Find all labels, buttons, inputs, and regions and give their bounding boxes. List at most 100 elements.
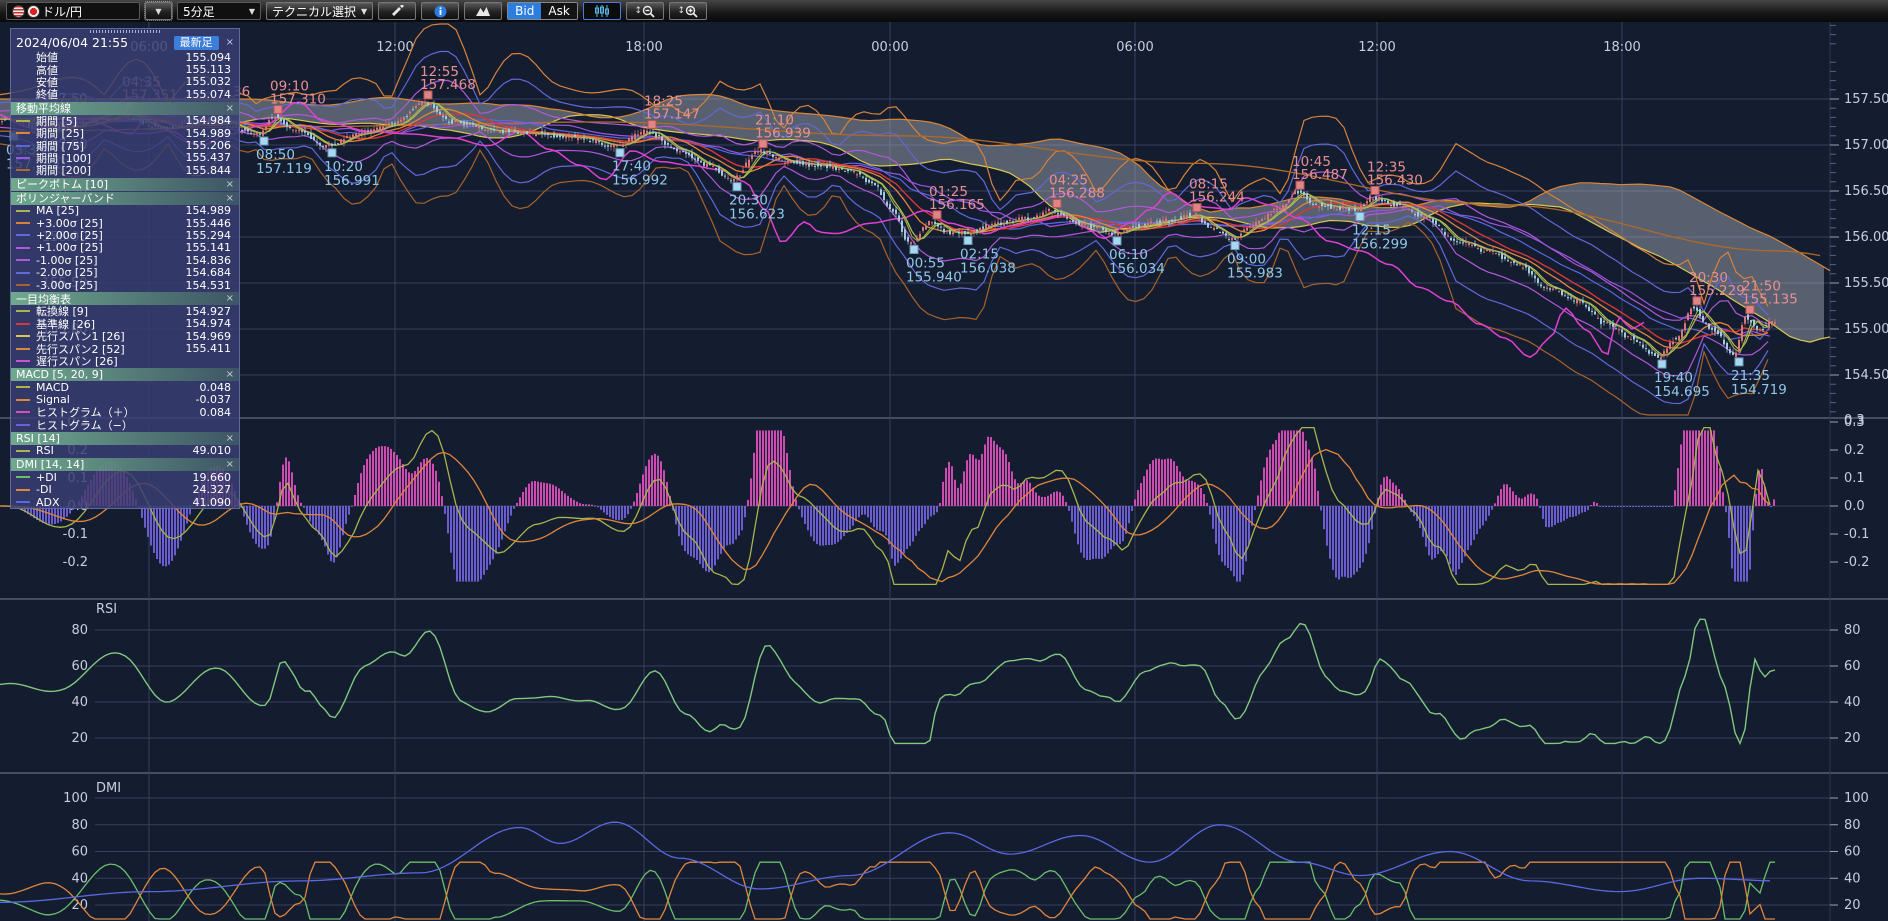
line-color-swatch: [16, 132, 30, 135]
price-axis-label: 155.00: [1844, 322, 1888, 337]
bottom-marker: [615, 148, 625, 158]
section-header: ボリンジャーバンド ×: [11, 191, 239, 206]
indicator-label: Signal: [36, 393, 70, 407]
zoom-in-button[interactable]: ↕: [668, 2, 707, 20]
indicator-value: 155.446: [185, 216, 232, 230]
indicator-row: +3.00σ [25] 155.446: [11, 216, 239, 230]
section-title: ピークボトム [10]: [16, 178, 109, 192]
bottom-time-label: 08:50: [256, 147, 295, 163]
peak-price-label: 156.244: [1189, 190, 1245, 206]
dmi-axis-label: 60: [1844, 845, 1861, 860]
bottom-price-label: 156.623: [729, 207, 785, 223]
peak-marker: [1692, 296, 1702, 306]
bottom-time-label: 02:15: [960, 247, 999, 263]
peak-marker: [1052, 199, 1062, 209]
bollinger-plus2-line: [0, 50, 1769, 316]
bollinger-plus3-line: [0, 23, 1769, 307]
indicator-row: 期間 [5] 154.984: [11, 114, 239, 128]
indicator-row: Signal -0.037: [11, 393, 239, 407]
pair-dropdown-button[interactable]: ▼: [144, 1, 173, 21]
indicator-row: -2.00σ [25] 154.684: [11, 266, 239, 279]
bid-button[interactable]: Bid: [508, 3, 542, 19]
peak-price-label: 157.310: [270, 91, 326, 107]
peak-marker: [758, 139, 768, 149]
close-icon[interactable]: ×: [225, 293, 234, 305]
svg-text:-0.2: -0.2: [63, 555, 88, 570]
peak-price-label: 156.430: [1367, 172, 1423, 188]
close-icon[interactable]: ×: [225, 102, 234, 114]
price-axis-label: 157.50: [1844, 92, 1888, 107]
technical-select-button[interactable]: テクニカル選択 ▼: [266, 2, 374, 20]
panel-drag-handle[interactable]: [11, 29, 239, 34]
dmi-axis-label: 80: [1844, 818, 1861, 833]
indicator-row: ADX 41.090: [11, 496, 239, 509]
indicator-panel[interactable]: 2024/06/04 21:55 最新足 × 始値 155.094 高値 155.11…: [10, 28, 240, 510]
rsi-axis-label: 40: [1844, 695, 1861, 710]
draw-tool-button[interactable]: [378, 2, 417, 20]
close-icon[interactable]: ×: [225, 369, 234, 381]
currency-pair-select[interactable]: ドル/円: [6, 2, 140, 20]
peak-price-label: 155.229: [1689, 283, 1745, 299]
indicator-label: 先行スパン1 [26]: [36, 330, 125, 344]
bottom-marker: [259, 136, 269, 146]
peak-time-label: 18:25: [644, 93, 683, 109]
currency-pair-label: ドル/円: [42, 4, 83, 19]
bottom-time-label: 06:10: [1109, 247, 1148, 263]
peak-time-label: 04:25: [1049, 173, 1088, 189]
bottom-marker: [1112, 236, 1122, 246]
line-color-swatch: [16, 209, 30, 212]
indicator-row: 高値 155.113: [11, 63, 239, 77]
updown-arrow-icon: ↕: [677, 6, 686, 16]
candlestick-icon: [594, 5, 609, 17]
line-color-swatch: [16, 144, 30, 147]
svg-text:60: 60: [71, 845, 88, 860]
time-axis-label: 00:00: [871, 40, 908, 55]
dmi-plus-di-line: [0, 861, 1775, 920]
close-icon[interactable]: ×: [225, 459, 234, 471]
info-button[interactable]: [421, 2, 460, 20]
peak-time-label: 20:30: [1689, 270, 1728, 286]
bottom-price-label: 156.992: [612, 173, 668, 189]
indicator-label: +2.00σ [25]: [36, 229, 103, 242]
indicator-value: 24.327: [192, 483, 232, 497]
svg-text:40: 40: [71, 695, 88, 710]
indicator-value: 154.989: [185, 204, 232, 218]
indicator-label: 高値: [36, 63, 58, 77]
indicator-label: 終値: [36, 88, 58, 102]
indicator-label: +3.00σ [25]: [36, 216, 103, 230]
peak-price-label: 155.135: [1742, 292, 1798, 308]
indicator-row: -DI 24.327: [11, 483, 239, 497]
chevron-down-icon: ▼: [361, 6, 368, 16]
zoom-out-button[interactable]: ↕: [625, 2, 664, 20]
close-icon[interactable]: ×: [225, 432, 234, 444]
rsi-axis-label: 80: [1844, 623, 1861, 638]
timeframe-select[interactable]: 5分足 ▼: [177, 2, 261, 20]
toolbar: ドル/円 ▼ 5分足 ▼ テクニカル選択 ▼: [0, 0, 1888, 22]
indicator-row: 基準線 [26] 154.974: [11, 317, 239, 331]
section-header: 移動平均線 ×: [11, 101, 239, 115]
svg-text:60: 60: [71, 659, 88, 674]
line-color-swatch: [16, 449, 30, 452]
indicator-value: 49.010: [192, 444, 232, 458]
line-color-swatch: [16, 398, 30, 401]
peak-marker: [1745, 305, 1755, 315]
ask-button[interactable]: Ask: [541, 3, 577, 19]
mountain-chart-button[interactable]: [464, 2, 503, 20]
close-icon[interactable]: ×: [225, 178, 234, 190]
section-title: ボリンジャーバンド: [16, 192, 115, 206]
close-icon[interactable]: ×: [225, 192, 234, 204]
dmi-minus-di-line: [0, 861, 1775, 920]
peak-marker: [273, 104, 283, 114]
line-color-swatch: [16, 476, 30, 479]
indicator-value: 155.094: [185, 50, 232, 64]
indicator-value: 155.113: [185, 63, 232, 77]
candlestick-type-button[interactable]: [582, 2, 621, 20]
close-icon[interactable]: ×: [225, 37, 234, 48]
bollinger-minus2-line: [0, 135, 1769, 405]
indicator-label: 始値: [36, 51, 58, 65]
indicator-value: 155.141: [185, 241, 232, 255]
latest-candle-button[interactable]: 最新足: [173, 35, 219, 50]
indicator-row: 転換線 [9] 154.927: [11, 305, 239, 318]
